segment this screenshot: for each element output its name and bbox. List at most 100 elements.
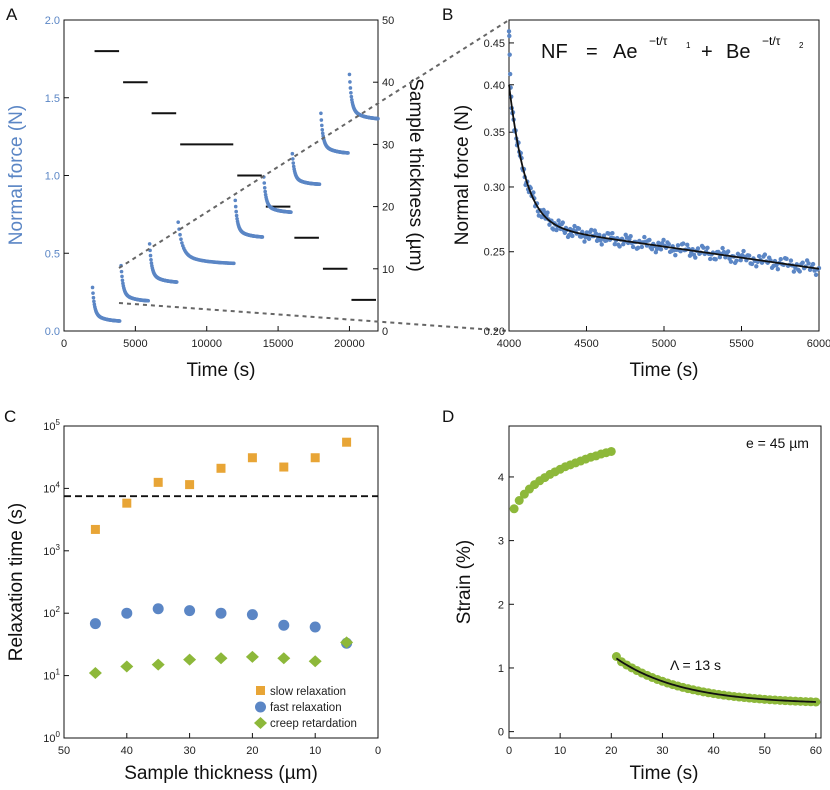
panel-d-xtick-label: 0 xyxy=(506,745,512,757)
panel-d-xtick-label: 40 xyxy=(707,745,719,757)
force-point xyxy=(319,111,323,116)
recovery-fit-curve xyxy=(615,657,816,703)
fast-relaxation-point xyxy=(215,607,227,619)
force-point xyxy=(576,226,582,231)
force-point xyxy=(685,242,690,248)
force-point xyxy=(678,249,683,254)
panel-b-equation: NF = Ae −t/τ 1 + Be −t/τ 2 xyxy=(541,34,804,63)
panel-c-legend: slow relaxation fast relaxation creep re… xyxy=(254,686,357,730)
force-point xyxy=(232,261,236,266)
force-point xyxy=(560,220,565,225)
panel-d-annotation-lambda: Λ = 13 s xyxy=(670,657,721,673)
force-point xyxy=(180,241,184,245)
panel-a-y2tick-label: 20 xyxy=(382,202,394,214)
panel-d-ytick-label: 3 xyxy=(498,536,504,548)
panel-c-xtick-label: 10 xyxy=(309,745,321,757)
force-point xyxy=(661,237,666,243)
force-point xyxy=(738,257,743,263)
force-point xyxy=(681,241,686,246)
panel-a-ticks: 0 5000 10000 15000 20000 0.0 0.5 1.0 1.5 2.0 0 10 20… xyxy=(45,15,395,350)
force-point xyxy=(649,247,655,252)
force-point xyxy=(348,86,353,90)
panel-a-xlabel: Time (s) xyxy=(187,360,256,381)
force-point xyxy=(531,190,536,195)
panel-a-ylabel: Normal force (N) xyxy=(6,105,27,245)
force-point xyxy=(647,237,652,243)
force-point xyxy=(290,151,295,156)
force-point xyxy=(289,210,293,214)
force-point xyxy=(348,80,352,84)
force-point xyxy=(586,236,592,242)
panel-a-frame xyxy=(63,19,379,332)
panel-a: 0 5000 10000 15000 20000 0.0 0.5 1.0 1.5 2.0 0 10 20… xyxy=(6,15,426,381)
panel-a-ytick-label: 1.0 xyxy=(45,171,60,183)
force-point xyxy=(610,230,615,236)
panel-c-xtick-label: 30 xyxy=(183,745,195,757)
panel-d-data xyxy=(509,446,821,707)
force-point xyxy=(797,269,802,274)
force-point xyxy=(656,240,661,246)
force-point xyxy=(725,249,731,254)
force-point xyxy=(317,182,322,187)
force-point xyxy=(788,258,794,263)
force-point xyxy=(666,241,671,247)
legend-label-creep: creep retardation xyxy=(270,718,357,730)
legend-marker-fast xyxy=(255,701,266,713)
panel-a-y2tick-label: 10 xyxy=(382,264,394,276)
panel-d-xtick-label: 50 xyxy=(759,745,771,757)
force-point xyxy=(749,261,755,267)
force-point xyxy=(234,209,238,214)
panel-b-ytick-label: 0.45 xyxy=(484,38,505,50)
force-point xyxy=(673,252,678,258)
creep-retardation-point xyxy=(88,667,102,680)
force-point xyxy=(635,245,641,251)
panel-b-xtick-label: 4000 xyxy=(497,338,521,350)
force-point xyxy=(806,261,811,266)
panel-label-c: C xyxy=(4,407,16,426)
equation-exp1: −t/τ xyxy=(649,34,668,48)
force-point xyxy=(174,280,179,284)
legend-label-slow: slow relaxation xyxy=(270,686,346,698)
force-point xyxy=(234,213,239,218)
panel-d-ytick-label: 2 xyxy=(498,599,504,611)
force-point xyxy=(260,235,265,239)
force-point xyxy=(120,278,125,283)
force-point xyxy=(346,151,350,155)
force-point xyxy=(756,254,762,259)
panel-b-xlabel: Time (s) xyxy=(630,360,699,381)
equation-term2: Be xyxy=(726,41,750,63)
force-point xyxy=(675,243,681,248)
panel-label-b: B xyxy=(442,5,453,24)
force-point xyxy=(791,269,797,274)
force-point xyxy=(291,161,296,165)
fast-relaxation-point xyxy=(309,621,321,633)
panel-a-xtick-label: 10000 xyxy=(191,338,222,350)
panel-d-xtick-label: 60 xyxy=(810,745,822,757)
force-point xyxy=(319,118,324,122)
creep-retardation-point xyxy=(340,636,354,649)
force-point xyxy=(734,258,739,263)
creep-point xyxy=(509,504,519,514)
panel-c-xlabel: Sample thickness (µm) xyxy=(124,763,318,784)
panel-c-ylabel: Relaxation time (s) xyxy=(6,503,27,661)
force-point xyxy=(589,227,594,233)
force-point xyxy=(593,231,599,236)
force-point xyxy=(178,232,182,237)
force-point xyxy=(120,274,124,279)
panel-b-ytick-label: 0.20 xyxy=(484,326,505,338)
force-point xyxy=(617,244,622,249)
force-point xyxy=(146,298,151,303)
creep-retardation-point xyxy=(151,658,165,671)
fast-relaxation-point xyxy=(89,618,101,630)
equation-sub2: 2 xyxy=(799,41,804,50)
slow-relaxation-point xyxy=(90,524,100,534)
panel-c-ytick-label: 101 xyxy=(43,668,60,683)
force-point xyxy=(658,247,664,252)
panel-a-y2tick-label: 0 xyxy=(382,326,388,338)
force-point xyxy=(117,319,122,323)
panel-b-frame xyxy=(508,19,820,332)
panel-c-ytick-label: 102 xyxy=(43,605,60,620)
force-point xyxy=(233,204,238,209)
force-point xyxy=(148,253,153,258)
